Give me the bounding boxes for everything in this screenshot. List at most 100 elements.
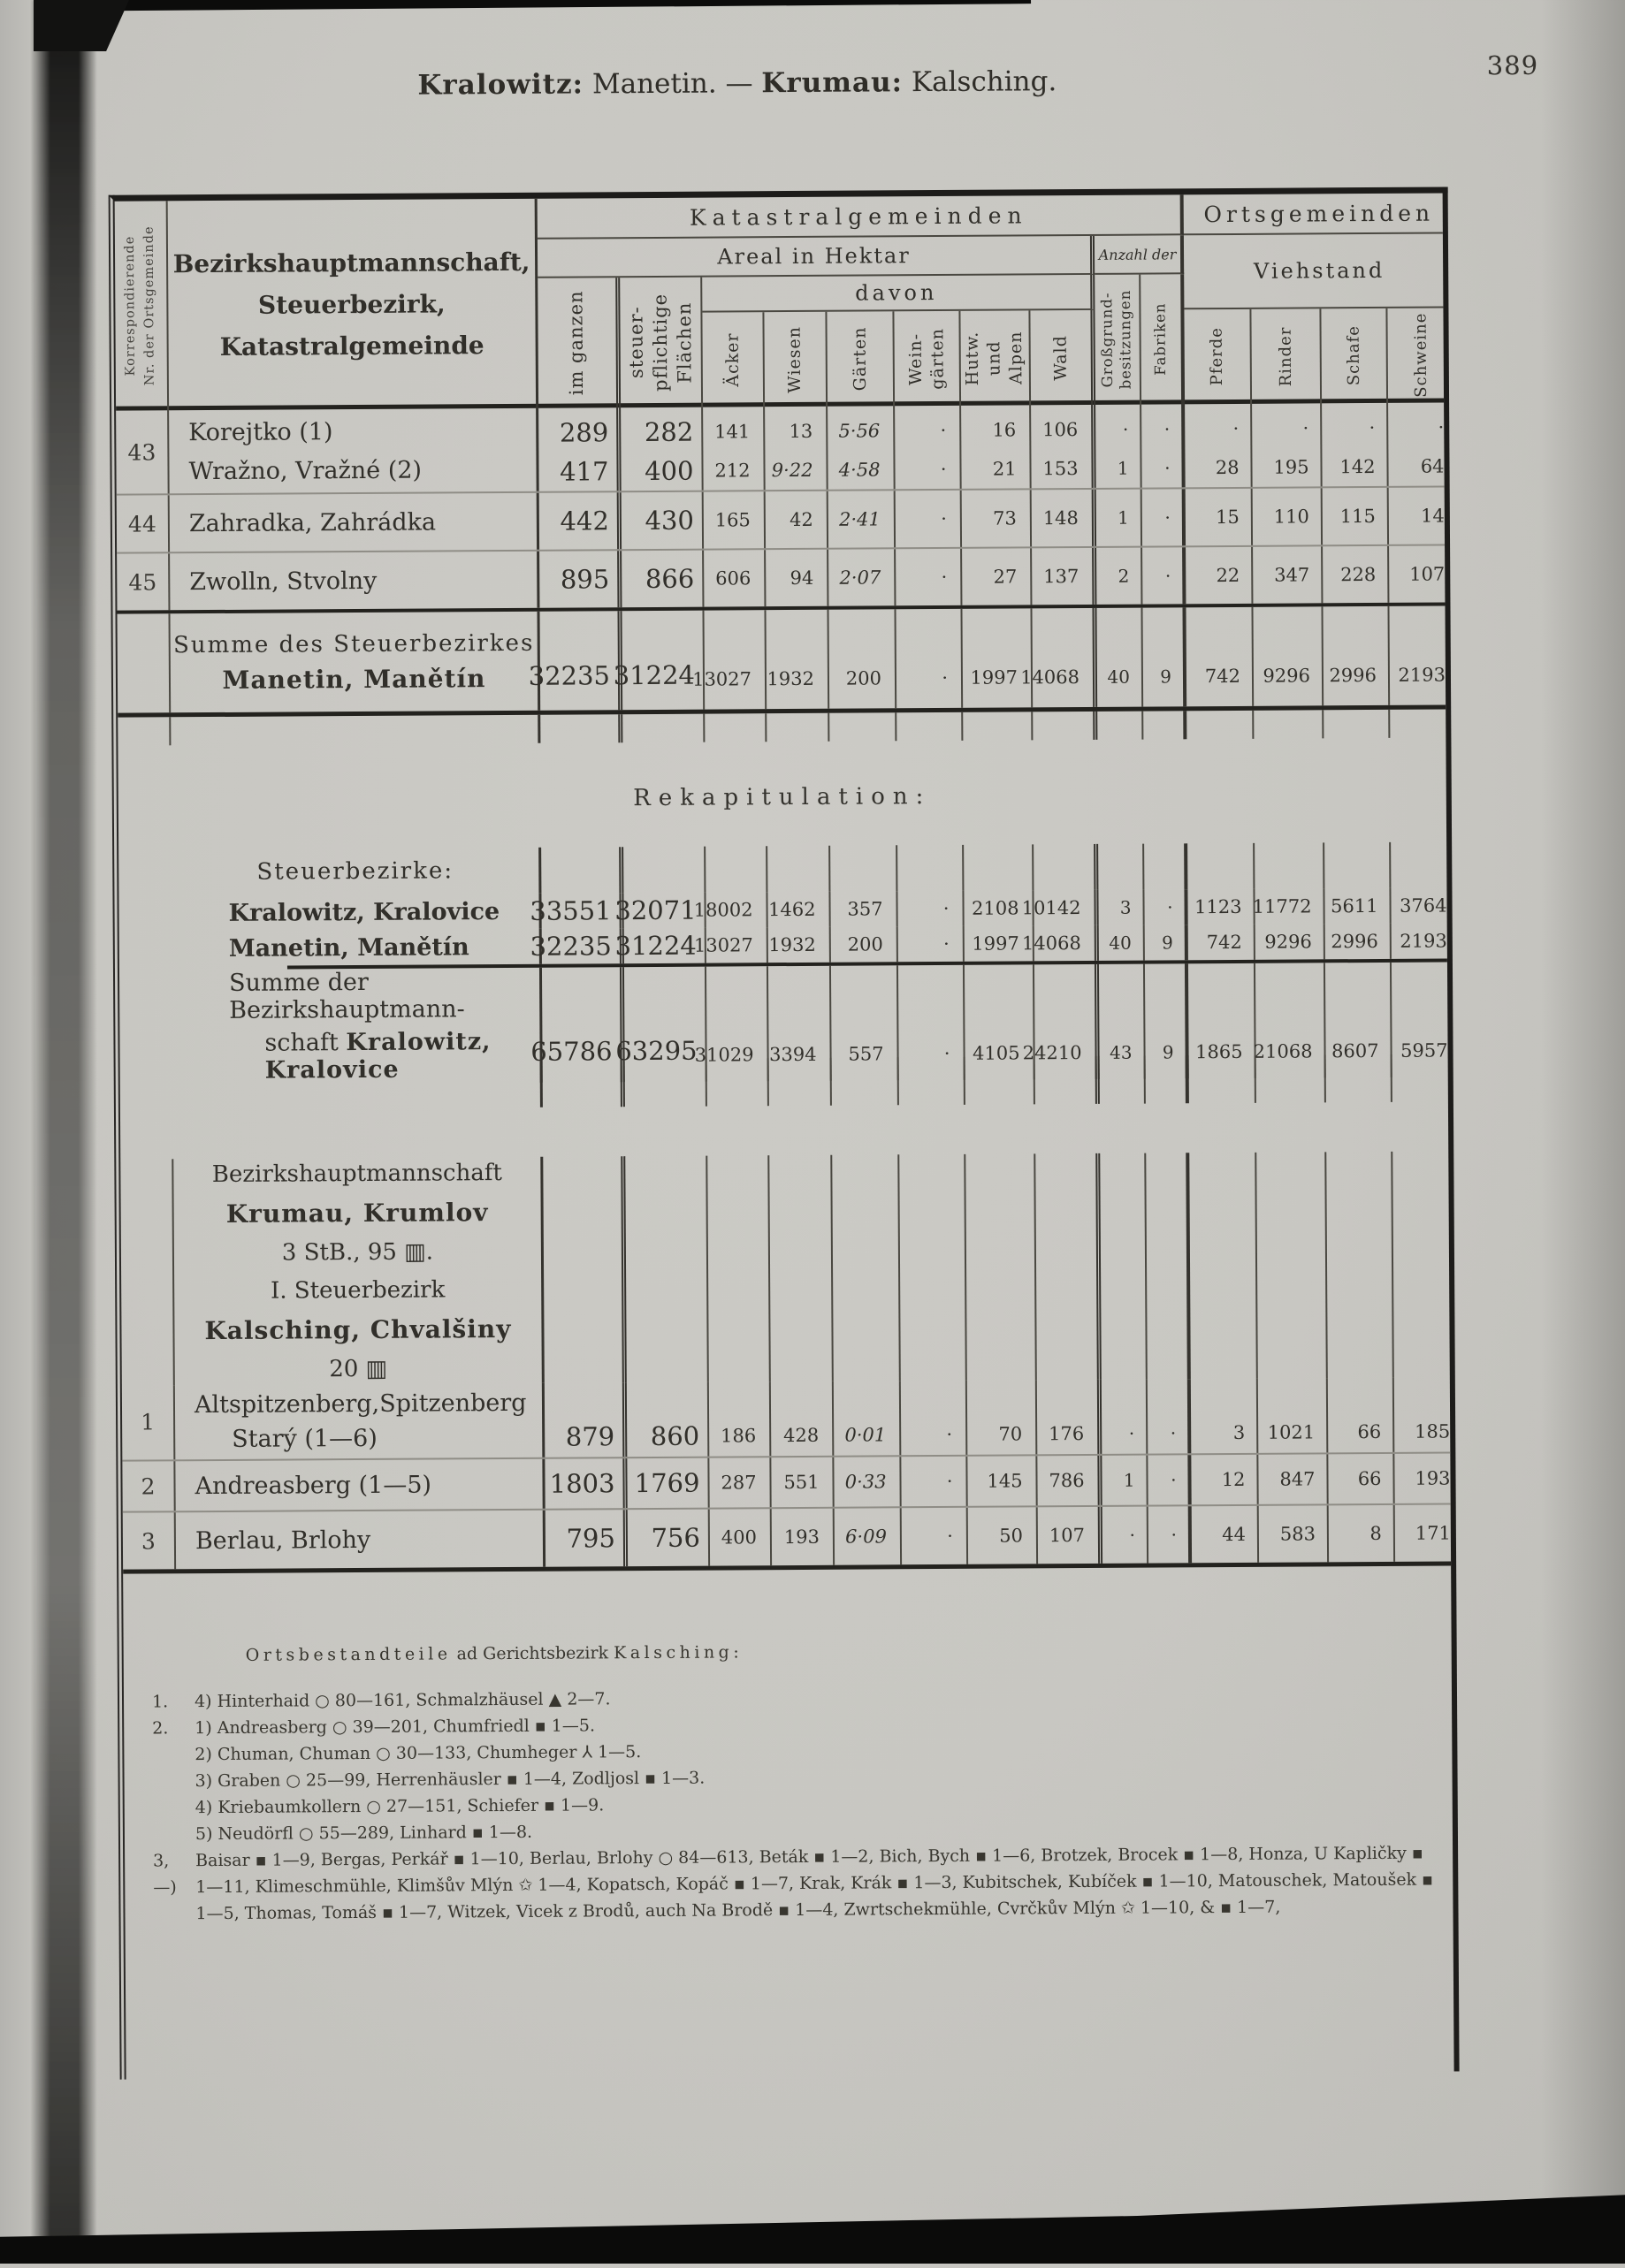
row-nr: 1 [121, 1385, 176, 1460]
hutweiden-label: Hutw. und Alpen [963, 331, 1026, 386]
header-col-steuerpflichtig: steuer- pflichtige Flächen [620, 277, 704, 408]
value: · [1164, 457, 1171, 479]
page-number: 389 [1486, 49, 1539, 81]
cell-pferde: · 28 [1185, 403, 1253, 488]
cell-fabriken: · [1148, 1455, 1192, 1505]
header-col-rinder: Rinder [1251, 308, 1323, 404]
heading-gemeinde-count: 20 ▥ [329, 1355, 388, 1382]
cell-im-ganzen: 1803 [545, 1458, 628, 1509]
cell-gaerten: 0·01 [833, 1381, 902, 1456]
cell-wiesen: 428 [770, 1381, 835, 1457]
cell-schweine: 107 [1409, 563, 1446, 585]
cell-steuerpflichtig: 282 400 [621, 407, 704, 491]
heading-stb-count: 3 StB., 95 ▥. [281, 1238, 434, 1267]
page-title: Kralowitz: Manetin. — Krumau: Kalsching. [0, 63, 1480, 103]
cell-weingaerten: · [901, 1507, 969, 1565]
cell-rinder: 847 [1258, 1454, 1329, 1504]
cell-fabriken: · [1147, 1379, 1192, 1454]
value: 66 [1357, 1420, 1382, 1443]
footnotes-heading-mid: ad Gerichtsbezirk [456, 1643, 609, 1664]
value: 3 [1232, 1421, 1246, 1443]
value: · [1170, 1422, 1177, 1444]
cell-pferde: 22 [1186, 546, 1254, 605]
value: 212 [714, 460, 751, 482]
value: · [946, 1423, 953, 1445]
value: · [940, 458, 947, 480]
cell-aecker: 18002 [694, 892, 768, 928]
cell-grossgrund: · [1101, 1379, 1148, 1454]
wiesen-label: Wiesen [784, 325, 805, 393]
cell-schweine: 2193 [1398, 664, 1446, 686]
value: · [1302, 417, 1309, 439]
krumau-heading-row: Bezirkshauptmannschaft Krumau, Krumlov 3… [120, 1151, 1450, 1386]
table-row-3-berlau: 3 Berlau, Brlohy 795 756 400 193 6·09 · … [122, 1504, 1451, 1570]
rekap-sum-row: Summe der Bezirkshauptmann- schaft Kralo… [119, 962, 1448, 1085]
header-col-gaerten: Gärten [827, 311, 896, 407]
value: · [1369, 416, 1376, 439]
cell-grossgrund: 40 [1096, 607, 1144, 707]
header-col-hutweiden: Hutw. und Alpen [960, 310, 1032, 406]
cell-hutweiden: 16 21 [961, 405, 1032, 489]
cell-hutweiden: 70 [966, 1380, 1038, 1455]
cell-weingaerten: · [901, 1456, 968, 1507]
cell-rinder: · 195 [1252, 403, 1323, 487]
row-names: Altspitzenberg, Spitzenberg Starý (1—6) [174, 1382, 545, 1460]
empty [118, 895, 172, 931]
cell-rinder: 1021 [1257, 1378, 1329, 1453]
cell-rinder: 9296 [1255, 924, 1325, 960]
footnotes-heading: Ortsbestandteile ad Gerichtsbezirk Kalsc… [140, 1639, 1432, 1666]
cell-weingaerten: · · [895, 405, 962, 490]
cell-gaerten: 2·41 [828, 491, 896, 548]
cell-aecker: 287 [709, 1457, 772, 1508]
cell-schafe: 5611 [1324, 887, 1392, 925]
cell-fabriken: · [1148, 1506, 1193, 1564]
cell-hutweiden: 27 [962, 548, 1033, 605]
katastralgemeinde-name: Korejtko (1) [188, 417, 333, 446]
cell-steuerpflichtig: 756 [627, 1509, 711, 1567]
cell-grossgrund: · 1 [1095, 404, 1142, 488]
cell-grossgrund: 1 [1102, 1455, 1148, 1505]
value: 153 [1042, 458, 1079, 480]
cell-im-ganzen: 895 [539, 551, 622, 608]
krumau-heading: Bezirkshauptmannschaft Krumau, Krumlov 3… [173, 1156, 545, 1386]
cell-wald: 106 153 [1031, 404, 1096, 489]
footnotes-heading-spaced1: Ortsbestandteile [245, 1644, 452, 1665]
row-nr-empty [117, 613, 172, 713]
blank-tail [126, 1919, 1454, 2079]
cell-schweine: 193 [1415, 1467, 1451, 1489]
footnote-marker [141, 1821, 195, 1847]
header-group-anzahl: Anzahl der [1094, 235, 1185, 275]
cell-schweine: 171 [1415, 1522, 1451, 1544]
table-header: Korrespondierende Nr. der Ortsgemeinde B… [114, 193, 1455, 411]
value: 142 [1339, 455, 1376, 478]
katastralgemeinde-name: Zwolln, Stvolny [170, 551, 540, 611]
cell-wald: 10142 [1022, 889, 1099, 926]
fabriken-label: Fabriken [1151, 302, 1170, 377]
value: 282 [644, 416, 694, 448]
value: 9·22 [771, 459, 813, 482]
cell-steuerpflichtig: 1769 [627, 1457, 710, 1509]
header-col-wiesen: Wiesen [764, 311, 828, 407]
header-col-schafe: Schafe [1321, 308, 1389, 404]
row-nr: 43 [116, 410, 170, 494]
cell-schafe: 66 [1328, 1453, 1395, 1504]
katastralgemeinde-name: Zahradka, Zahrádka [169, 492, 540, 552]
cell-pferde: 1123 [1187, 888, 1255, 925]
katastralgemeinde-name: Berlau, Brlohy [175, 1510, 546, 1570]
footnote-marker: 1. [151, 1692, 169, 1712]
value: 1021 [1267, 1421, 1316, 1443]
cell-weingaerten: · [896, 548, 963, 606]
footnote-marker [140, 1741, 195, 1768]
empty [118, 849, 172, 895]
cell-gaerten: 200 [828, 609, 897, 709]
row-nr: 3 [122, 1512, 177, 1570]
cell-hutweiden: 1997 [962, 608, 1034, 708]
cell-weingaerten: · [897, 925, 965, 963]
value: · [1438, 416, 1445, 438]
cell-schafe: 115 [1322, 487, 1390, 545]
cell-weingaerten: · [896, 608, 964, 709]
heading-kalsching-chvalsiny: Kalsching, Chvalšiny [204, 1313, 512, 1345]
cell-wiesen: 1932 [766, 609, 830, 710]
table-row-44: 44 Zahradka, Zahrádka 442 430 165 42 2·4… [116, 487, 1445, 552]
steuerbezirk-name: Manetin, Manětín [172, 928, 542, 967]
